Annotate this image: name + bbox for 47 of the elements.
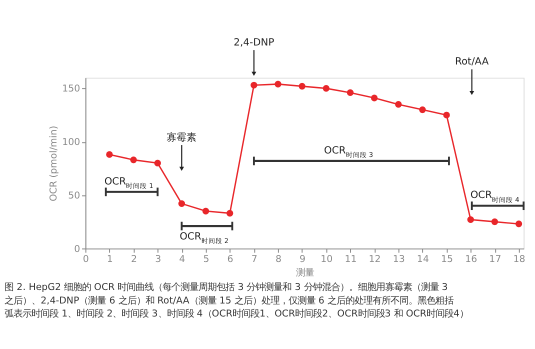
- x-tick-label: 1: [106, 254, 113, 266]
- point: [154, 160, 161, 166]
- text: Rot/AA: [454, 56, 489, 68]
- y-tick-label: 50: [68, 190, 80, 202]
- point: [419, 106, 426, 114]
- x-tick-label: 18: [513, 254, 526, 266]
- point: [250, 82, 258, 89]
- x-tick-label: 10: [320, 254, 333, 266]
- annotation: 寡霉素: [166, 131, 197, 144]
- point: [202, 208, 210, 214]
- point: [322, 85, 330, 92]
- x-tick-label: 9: [300, 254, 306, 266]
- x-tick-label: 7: [251, 254, 258, 266]
- point: [467, 216, 474, 223]
- x-tick-label: 3: [155, 254, 162, 266]
- x-tick-label: 5: [203, 254, 210, 266]
- y-axis-title: OCR (pmol/min): [48, 126, 60, 202]
- x-tick-label: 16: [465, 254, 478, 266]
- annotation: 2,4-DNP: [234, 37, 274, 48]
- x-tick-label: 2: [130, 254, 138, 266]
- point: [515, 220, 522, 228]
- x-tick-label: 17: [489, 254, 502, 266]
- x-tick-label: 8: [275, 254, 282, 266]
- point: [346, 89, 354, 96]
- x-tick-label: 13: [392, 254, 405, 266]
- x-tick-label: 0: [82, 254, 89, 266]
- y-tick-label: 150: [62, 84, 80, 95]
- point: [178, 200, 186, 207]
- y-tick-label: 0: [74, 244, 80, 255]
- x-axis-title: 测量: [296, 267, 314, 278]
- x-tick-label: 12: [368, 254, 381, 266]
- point: [491, 218, 498, 226]
- x-tick-label: 11: [344, 254, 357, 266]
- x-tick-label: 4: [179, 254, 186, 266]
- point: [274, 80, 282, 88]
- y-tick-label: 100: [62, 137, 80, 148]
- point: [298, 82, 306, 90]
- x-tick-label: 6: [227, 254, 234, 266]
- point: [226, 210, 234, 217]
- point: [395, 101, 402, 108]
- point: [443, 112, 450, 118]
- x-tick-label: 14: [416, 254, 429, 266]
- point: [106, 151, 113, 158]
- point: [130, 156, 137, 164]
- point: [370, 94, 378, 102]
- x-tick-label: 15: [441, 254, 454, 266]
- caption: 图 2. HepG2 细胞的 OCR 时间曲线（每个测量周期包括 3 分钟测量和 3 分钟混合）。细胞用寡霉素（测量 3 之后）、2,4-DNP（测量 6 之后）和 Rot/AA（测量 15 之后）处理，仅测量 6 之后的处理有所不同。黑色粗括弧表示时间段 1、时间段 2、时间段 3、时间段 4（OCR时间段1、OCR时间段2、OCR时间段3 和 OCR时间段4）: [4, 282, 468, 320]
